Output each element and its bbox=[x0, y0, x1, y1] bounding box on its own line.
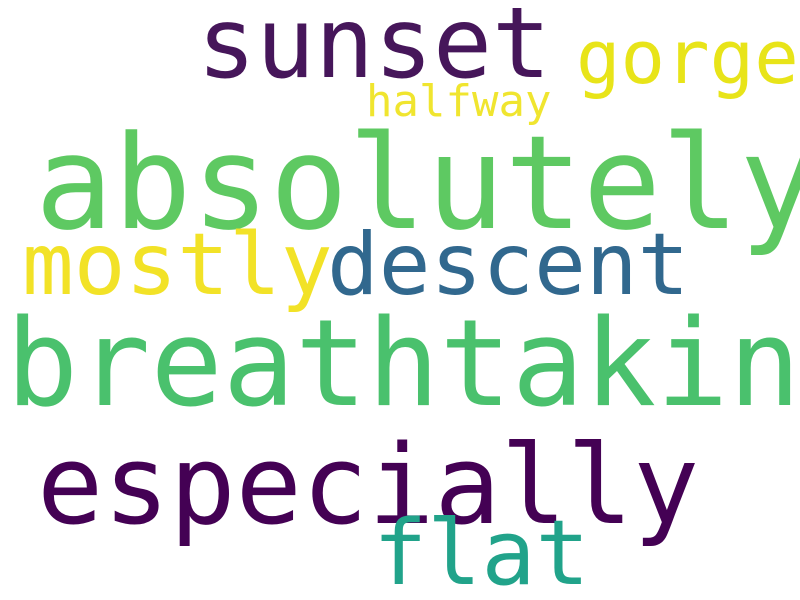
word-gorge: gorge bbox=[576, 15, 799, 101]
word-especially: especially bbox=[37, 421, 700, 549]
word-mostly: mostly bbox=[22, 215, 333, 315]
word-halfway: halfway bbox=[366, 76, 552, 127]
word-descent: descent bbox=[327, 215, 690, 315]
word-sunset: sunset bbox=[197, 0, 552, 101]
word-absolutely: absolutely bbox=[35, 107, 800, 259]
word-breathtaking: breathtaking bbox=[6, 295, 800, 434]
word-flat: flat bbox=[373, 501, 590, 600]
